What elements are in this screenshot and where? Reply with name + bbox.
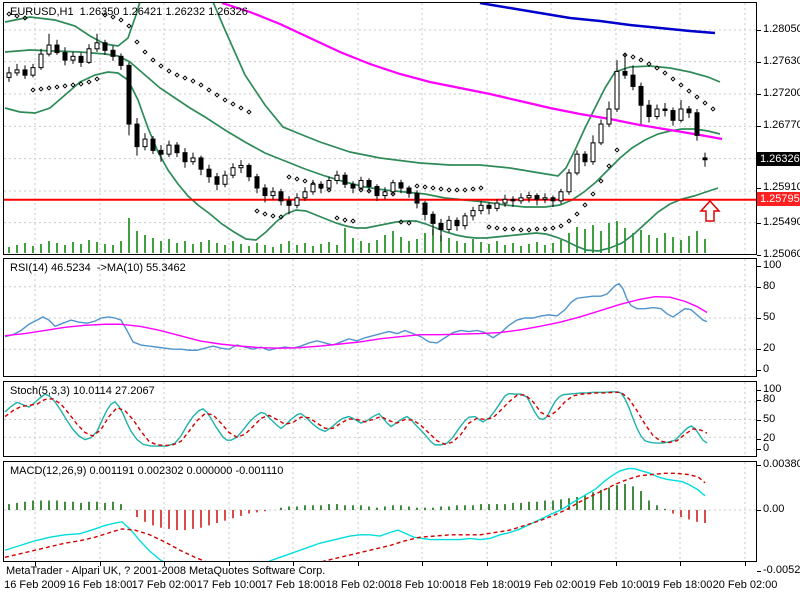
axis-scale-label: 80 (763, 393, 776, 405)
axis-scale-label: 0.00 (763, 503, 785, 515)
time-axis-label: 19 Feb 18:00 (647, 579, 713, 591)
axis-scale-label: 50 (763, 413, 776, 425)
rsi-label: RSI(14) 46.5234 ->MA(10) 55.3462 (10, 262, 186, 274)
time-axis-tick (358, 562, 359, 566)
price-axis-tick (757, 400, 761, 401)
time-axis-label: 18 Feb 02:00 (325, 579, 391, 591)
time-axis-tick (35, 562, 36, 566)
price-axis-tick (757, 420, 761, 421)
axis-scale-label: 50 (763, 311, 776, 323)
price-axis-tick (757, 30, 761, 31)
time-axis-tick (551, 562, 552, 566)
price-axis-tick (757, 255, 761, 256)
rsi-panel[interactable]: RSI(14) 46.5234 ->MA(10) 55.3462 (3, 258, 757, 377)
axis-scale-label: 80 (763, 280, 776, 292)
stochastic-canvas[interactable] (4, 382, 756, 456)
price-axis-tick (757, 390, 761, 391)
macd-canvas[interactable] (4, 462, 756, 561)
macd-panel[interactable]: MACD(12,26,9) 0.001191 0.002302 0.000000… (3, 461, 757, 562)
price-axis-tick (757, 465, 761, 466)
price-axis-tick (757, 571, 761, 572)
time-axis-label: 17 Feb 18:00 (260, 579, 326, 591)
axis-scale-label: 1.26770 (763, 119, 800, 131)
price-axis-tick (757, 223, 761, 224)
axis-scale-label: -0.00529 (763, 564, 800, 576)
axis-scale-label: 1.25490 (763, 216, 800, 228)
price-axis[interactable]: 1.28050 1.27630 1.27200 1.26770 1.26326 1.259… (757, 0, 800, 600)
time-axis-label: 17 Feb 10:00 (196, 579, 262, 591)
axis-scale-label: 20 (763, 342, 776, 354)
price-axis-tick (757, 62, 761, 63)
rsi-canvas[interactable] (4, 259, 756, 376)
price-axis-tick (757, 287, 761, 288)
axis-scale-label: 1.27200 (763, 87, 800, 99)
price-axis-tick (757, 126, 761, 127)
price-axis-tick (757, 318, 761, 319)
stochastic-label: Stoch(5,3,3) 10.0114 27.2067 (10, 385, 155, 397)
price-axis-tick (757, 370, 761, 371)
price-axis-tick (757, 94, 761, 95)
time-axis-label: 16 Feb 2009 (4, 579, 66, 591)
time-axis-tick (100, 562, 101, 566)
axis-scale-label: 0 (763, 442, 770, 454)
price-axis-tick (757, 266, 761, 267)
time-axis-label: 19 Feb 02:00 (518, 579, 584, 591)
axis-scale-label: 0 (763, 363, 770, 375)
macd-label: MACD(12,26,9) 0.001191 0.002302 0.000000… (10, 465, 284, 477)
axis-scale-label: 1.27630 (763, 55, 800, 67)
time-axis-label: 18 Feb 10:00 (389, 579, 455, 591)
time-axis-label: 17 Feb 02:00 (131, 579, 197, 591)
time-axis-label: 16 Feb 18:00 (67, 579, 133, 591)
time-axis-tick (616, 562, 617, 566)
time-axis-tick (164, 562, 165, 566)
price-axis-tick (757, 449, 761, 450)
time-axis-label: 20 Feb 02:00 (712, 579, 778, 591)
time-axis-label: 19 Feb 10:00 (583, 579, 649, 591)
price-axis-tick (757, 188, 761, 189)
axis-scale-label: 20 (763, 432, 776, 444)
time-axis-label: 18 Feb 18:00 (454, 579, 520, 591)
price-marker-label: 1.25795 (757, 192, 800, 206)
time-axis[interactable]: 16 Feb 2009 16 Feb 18:00 17 Feb 02:00 17 Fe… (0, 579, 800, 595)
price-axis-tick (757, 439, 761, 440)
time-axis-tick (229, 562, 230, 566)
time-axis-tick (422, 562, 423, 566)
time-axis-tick (293, 562, 294, 566)
time-axis-tick (487, 562, 488, 566)
price-axis-tick (757, 349, 761, 350)
axis-scale-label: 100 (763, 259, 782, 271)
price-axis-tick (757, 510, 761, 511)
stochastic-panel[interactable]: Stoch(5,3,3) 10.0114 27.2067 (3, 381, 757, 457)
time-axis-tick (680, 562, 681, 566)
axis-scale-label: 1.25060 (763, 248, 800, 260)
copyright-text: MetaTrader - Alpari UK, ? 2001-2008 Meta… (6, 565, 326, 577)
axis-scale-label: 1.28050 (763, 23, 800, 35)
price-marker-label: 1.26326 (757, 152, 800, 166)
axis-scale-label: 0.003805 (763, 458, 800, 470)
main-chart-panel[interactable]: EURUSD,H1 1.26350 1.26421 1.26232 1.2632… (3, 2, 757, 255)
chart-title: EURUSD,H1 1.26350 1.26421 1.26232 1.2632… (10, 6, 248, 18)
main-chart-canvas[interactable] (4, 3, 756, 254)
time-axis-tick (745, 562, 746, 566)
axis-scale-label: 1.25910 (763, 181, 800, 193)
axis-scale-label: 100 (763, 383, 782, 395)
